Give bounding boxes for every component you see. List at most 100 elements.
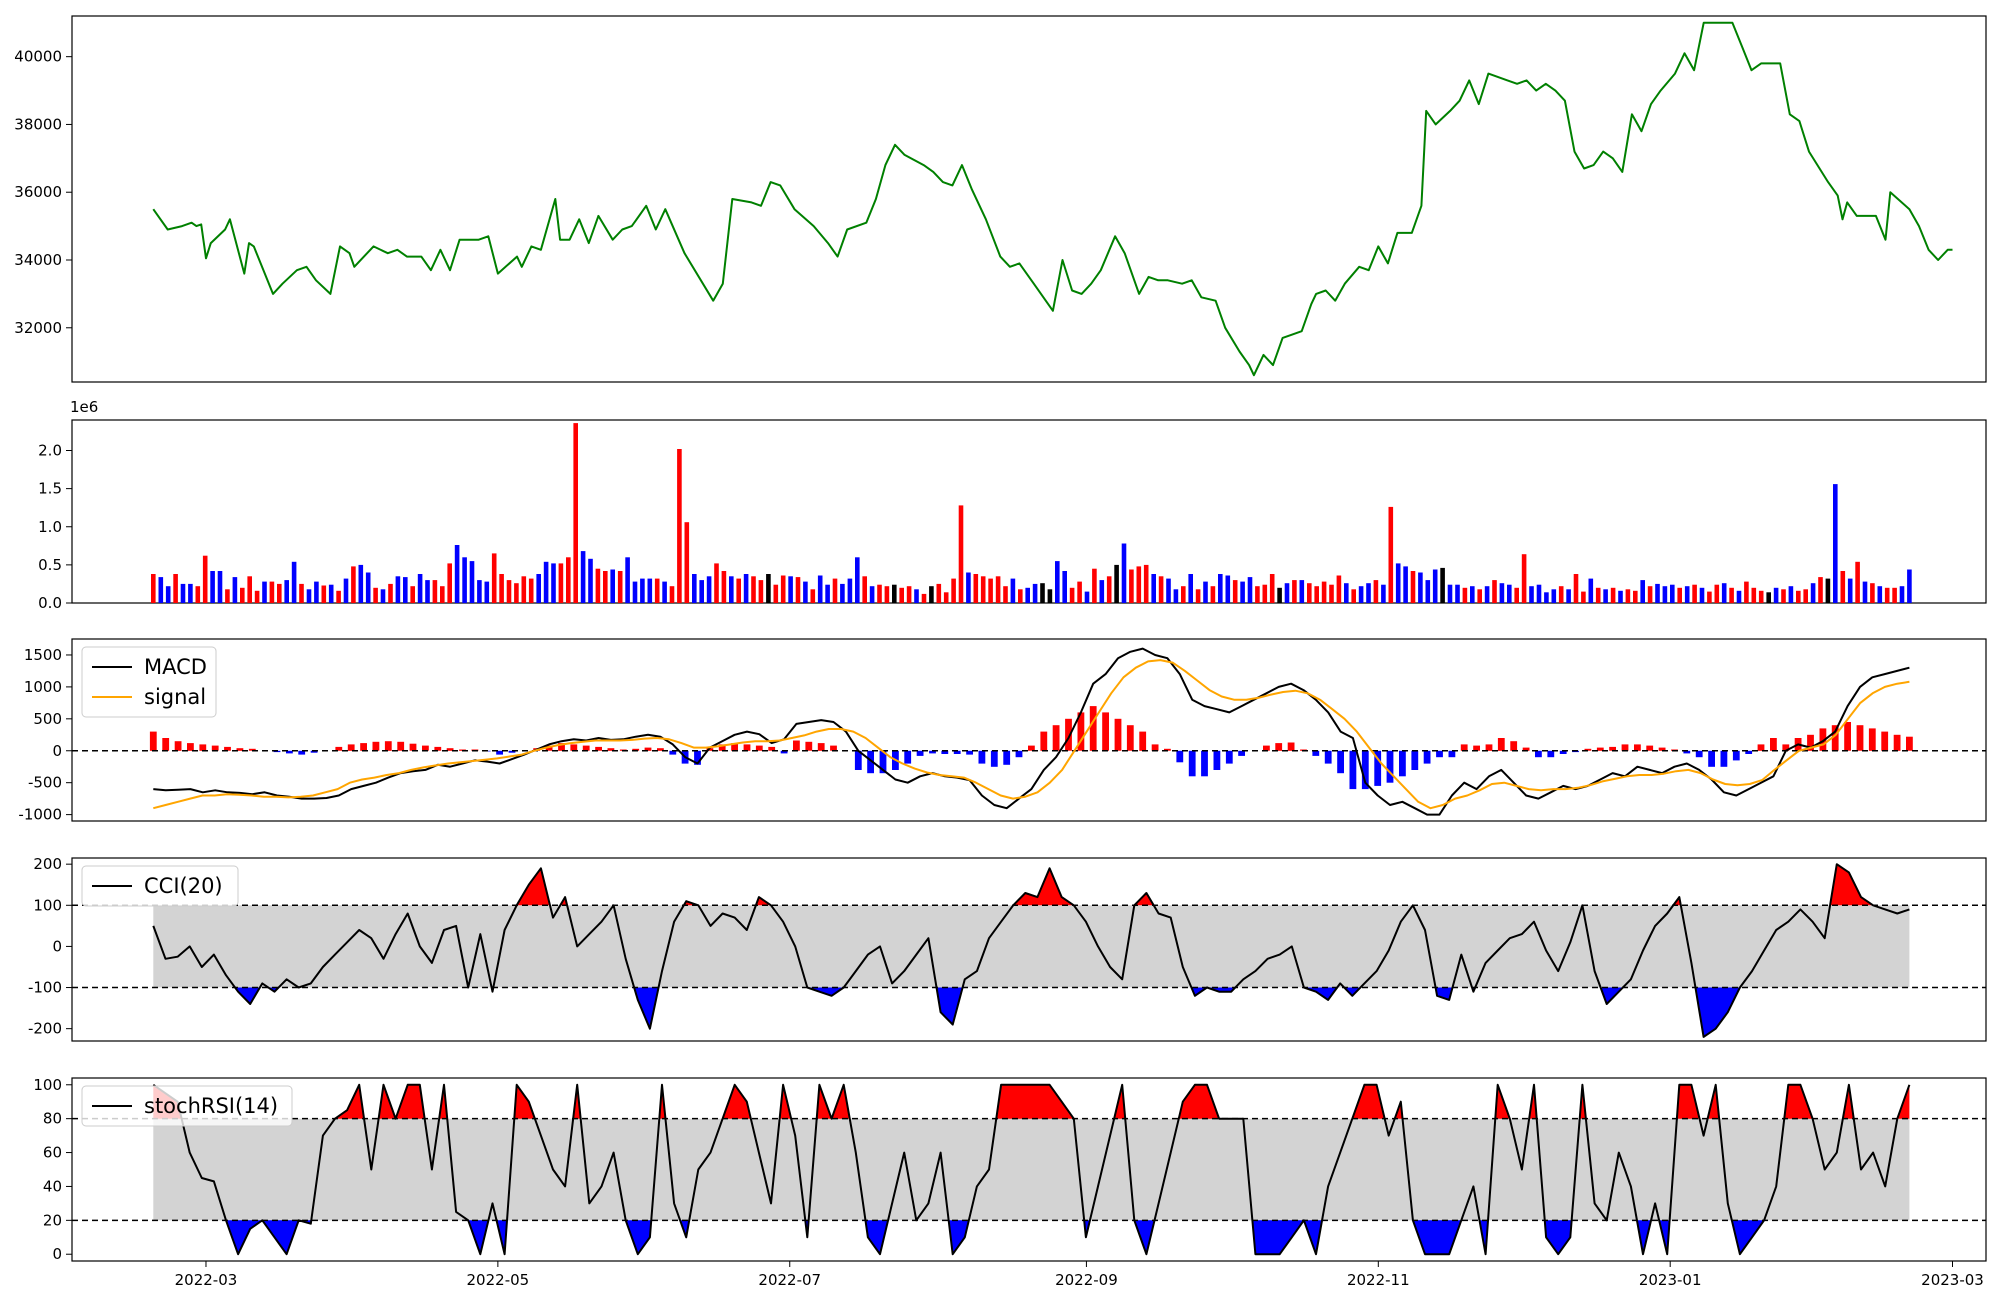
volume-bar [1410,571,1416,603]
volume-bar [1751,587,1757,604]
volume-bar [1640,580,1645,603]
volume-bar [1277,587,1282,604]
volume-bar [551,563,556,603]
macd-hist-bar [718,744,726,751]
volume-bar [1336,575,1342,603]
volume-bar [1877,586,1883,603]
volume-bar [1344,583,1349,603]
stochrsi-oversold-fill [1544,1220,1572,1255]
macd-hist-bar [1695,750,1703,758]
volume-bar [1714,584,1720,603]
stochrsi-oversold-fill [625,1220,652,1255]
macd-hist-bar [397,741,405,751]
stochrsi-line [152,1083,1911,1256]
volume-exponent-label: 1e6 [70,398,98,416]
macd-hist-bar [149,731,157,751]
cci-legend-label: CCI(20) [144,874,223,898]
volume-bar [1803,589,1808,603]
stochrsi-frame [71,1077,1987,1262]
volume-bar [1269,574,1275,603]
volume-bar [692,574,697,603]
volume-bar [173,574,178,603]
macd-hist-bar [1547,750,1555,758]
volume-bar [869,586,875,603]
macd-hist-bar [941,750,949,754]
volume-bar [1032,583,1038,603]
cci-ytick-label: 100 [33,896,62,914]
volume-bar [195,586,201,603]
volume-bar [358,564,364,603]
macd-hist-bar [1436,750,1443,758]
macd-hist-bar [1176,750,1184,763]
volume-bar [654,578,660,603]
volume-bar [1521,554,1527,603]
macd-hist-bar [236,748,244,751]
volume-bar [736,578,741,603]
volume-bar [225,589,230,603]
volume-bar [1366,583,1371,603]
volume-bar [1203,581,1208,603]
volume-ytick-label: 0.5 [38,556,62,574]
volume-bar [595,568,601,603]
volume-ytick-label: 2.0 [38,442,62,460]
volume-bar [929,586,934,603]
macd-hist-bar [211,745,219,751]
volume-bar [1736,590,1742,603]
volume-bar [832,578,838,603]
macd-hist-bar [916,750,924,756]
volume-bar [1825,578,1831,603]
stochrsi-oversold-fill [226,1220,263,1255]
volume-bar [988,578,993,603]
x-tick-label: 2023-03 [1921,1271,1984,1289]
volume-bar [625,557,630,604]
macd-hist-bar [1102,712,1109,751]
volume-bar [1240,581,1245,603]
volume-bar [388,583,393,603]
volume-bar [477,580,482,603]
price-panel: 32000 34000 36000 38000 40000 [14,15,1987,383]
macd-hist-bar [1324,750,1332,764]
macd-legend-label: MACD [144,655,207,679]
macd-hist-bar [867,750,874,774]
macd-hist-bar [1065,718,1072,751]
macd-hist-bar [755,745,763,751]
cci-oversold-fill [1695,987,1740,1037]
macd-hist-bar [1077,712,1085,751]
volume-bar [795,577,801,603]
volume-bar [291,561,297,603]
volume-bar [1833,484,1838,603]
macd-hist-bar [1893,734,1901,751]
volume-bar [1106,576,1112,603]
cci-oversold-fill [235,987,260,1004]
volume-bar [543,561,549,603]
volume-bar [1507,584,1512,603]
volume-bar [521,576,527,603]
volume-bar [1358,586,1364,603]
volume-bar [1181,586,1186,603]
macd-hist-bar [780,750,788,754]
volume-bar [1321,581,1327,603]
stochrsi-overbought-fill [335,1084,365,1119]
volume-bar [1195,589,1201,603]
price-ytick-label: 38000 [14,115,62,133]
volume-bar [1373,580,1379,603]
volume-bar [395,576,401,603]
volume-bar [247,576,252,603]
volume-bar [380,589,386,603]
volume-bar [1907,569,1912,603]
macd-hist-bar [990,750,998,767]
stochrsi-ytick-label: 40 [43,1177,62,1195]
macd-hist-bar [1151,744,1159,751]
stochrsi-overbought-fill [395,1084,425,1119]
volume-bar [1699,587,1705,604]
price-ytick-label: 40000 [14,48,62,66]
cci-frame [71,857,1987,1042]
volume-bar [1618,590,1623,603]
volume-bar [180,583,186,603]
macd-hist-bar [224,746,231,751]
volume-bar [1588,578,1594,603]
price-frame [71,15,1987,383]
volume-bar [1069,587,1075,604]
macd-ytick-label: -500 [28,774,62,792]
volume-bar [454,545,460,603]
